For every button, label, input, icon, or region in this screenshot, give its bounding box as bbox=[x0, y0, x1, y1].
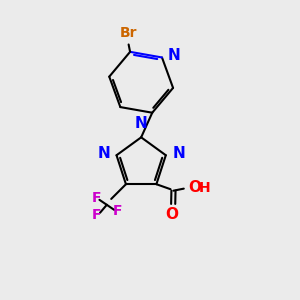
Text: N: N bbox=[167, 49, 180, 64]
Text: F: F bbox=[112, 204, 122, 218]
Text: O: O bbox=[188, 180, 201, 195]
Text: O: O bbox=[166, 208, 178, 223]
Text: N: N bbox=[97, 146, 110, 161]
Text: F: F bbox=[92, 208, 101, 222]
Text: H: H bbox=[199, 181, 210, 195]
Text: N: N bbox=[172, 146, 185, 161]
Text: N: N bbox=[134, 116, 147, 131]
Text: F: F bbox=[92, 191, 101, 205]
Text: Br: Br bbox=[120, 26, 137, 40]
